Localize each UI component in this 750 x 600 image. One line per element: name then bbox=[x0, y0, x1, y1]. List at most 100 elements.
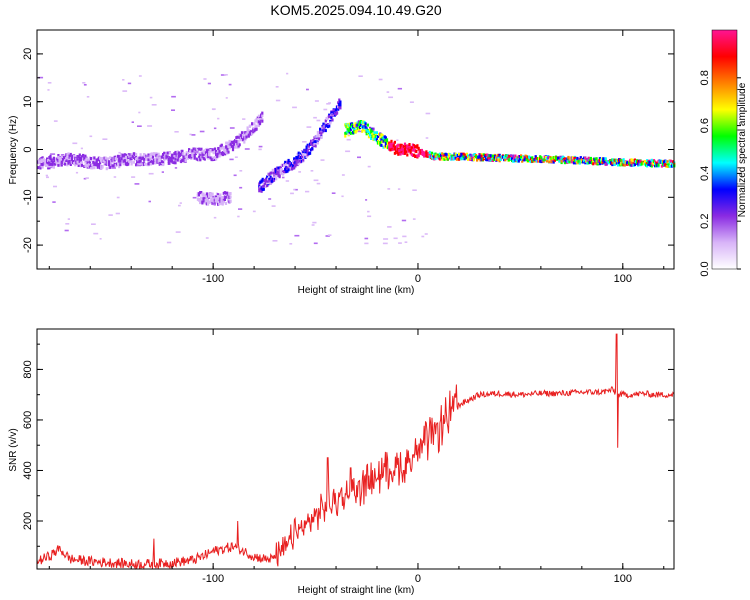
spectrogram-cell bbox=[497, 158, 500, 162]
spectrogram-noise-cell bbox=[118, 151, 121, 154]
spectrogram-cell bbox=[221, 151, 224, 154]
spectrogram-cell bbox=[370, 137, 373, 140]
spectrogram-noise-cell bbox=[242, 118, 246, 120]
spectrogram-cell bbox=[251, 132, 254, 136]
spectrogram-cell bbox=[672, 163, 675, 167]
spectrogram-cell bbox=[578, 157, 581, 161]
spectrogram-cell bbox=[41, 156, 44, 160]
spectrogram-cell bbox=[579, 156, 582, 160]
spectrogram-noise-cell bbox=[145, 155, 150, 157]
figure-title: KOM5.2025.094.10.49.G20 bbox=[270, 2, 441, 18]
spectrogram-cell bbox=[387, 142, 390, 146]
spectrogram-cell bbox=[203, 197, 206, 200]
spectrogram-cell bbox=[168, 151, 171, 155]
spectrogram-cell bbox=[575, 158, 578, 162]
spectrogram-cell bbox=[280, 168, 283, 171]
spectrogram-noise-cell bbox=[388, 96, 394, 99]
spectrogram-cell bbox=[552, 160, 555, 164]
spectrogram-cell bbox=[630, 161, 633, 165]
spectrogram-cell bbox=[370, 130, 373, 134]
spectrogram-cell bbox=[598, 162, 601, 166]
spectrogram-cell bbox=[514, 154, 517, 158]
spectrogram-cell bbox=[259, 187, 262, 191]
spectrogram-cell bbox=[117, 154, 120, 158]
spectrogram-cell bbox=[49, 154, 52, 158]
spectrogram-cell bbox=[516, 156, 519, 160]
spectrogram-noise-cell bbox=[378, 78, 383, 81]
spectrogram-cell bbox=[224, 191, 228, 195]
spectrogram-cell bbox=[476, 158, 479, 162]
spectrogram-noise-cell bbox=[357, 156, 361, 159]
spectrogram-cell bbox=[224, 152, 227, 156]
spectrogram-cell bbox=[277, 166, 280, 170]
spectrogram-noise-cell bbox=[326, 103, 331, 105]
spectrogram-noise-cell bbox=[223, 74, 228, 76]
spectrogram-cell bbox=[367, 135, 371, 139]
spectrogram-cell bbox=[229, 145, 232, 149]
spectrogram-cell bbox=[64, 156, 67, 160]
spectrogram-cell bbox=[369, 133, 372, 137]
spectrogram-cell bbox=[74, 161, 77, 165]
spectrogram-noise-cell bbox=[290, 192, 294, 195]
spectrogram-cell bbox=[227, 198, 230, 202]
spectrogram-cell bbox=[348, 131, 351, 135]
spectrogram-cell bbox=[319, 131, 322, 134]
spectrogram-noise-cell bbox=[398, 242, 402, 244]
spectrogram-cell bbox=[42, 161, 45, 165]
spectrogram-cell bbox=[78, 159, 81, 163]
spectrogram-cell bbox=[262, 187, 265, 191]
spectrogram-cell bbox=[153, 160, 156, 164]
spectrogram-cell bbox=[210, 200, 213, 204]
spectrogram-noise-cell bbox=[292, 106, 297, 109]
spectrogram-cell bbox=[578, 161, 581, 165]
spectrogram-cell bbox=[105, 160, 108, 164]
spectrogram-cell bbox=[578, 159, 581, 163]
spectrogram-cell bbox=[263, 182, 266, 186]
spectrogram-cell bbox=[299, 152, 303, 156]
spectrogram-cell bbox=[618, 161, 621, 165]
spectrogram-cell bbox=[512, 154, 515, 158]
spectrogram-cell bbox=[373, 131, 376, 135]
spectrogram-cell bbox=[348, 122, 351, 126]
spectrogram-cell bbox=[165, 156, 168, 160]
spectrogram-cell bbox=[323, 128, 326, 132]
spectrogram-cell bbox=[74, 156, 77, 160]
spectrogram-noise-cell bbox=[357, 130, 362, 133]
spectrogram-cell bbox=[122, 162, 125, 166]
spectrogram-noise-cell bbox=[82, 82, 86, 84]
spectrogram-cell bbox=[167, 160, 170, 163]
spectrogram-cell bbox=[51, 163, 54, 167]
spectrogram-cell bbox=[80, 155, 84, 159]
spectrogram-cell bbox=[268, 180, 271, 184]
spectrogram-cell bbox=[607, 161, 610, 165]
spectrogram-noise-cell bbox=[55, 162, 59, 165]
spectrogram-cell bbox=[361, 129, 364, 133]
spectrogram-cell bbox=[417, 146, 420, 150]
spectrogram-cell bbox=[183, 159, 186, 163]
snr-panel: -100 0 100 200 400 600 800 Height of straight … bbox=[8, 328, 675, 596]
spectrogram-cell bbox=[218, 149, 221, 153]
spectrogram-cell bbox=[394, 145, 398, 149]
spectrogram-noise-cell bbox=[311, 224, 315, 226]
spectrogram-cell bbox=[310, 148, 313, 152]
spectrogram-noise-cell bbox=[115, 212, 120, 215]
spectrogram-noise-cell bbox=[285, 180, 290, 182]
snr-y-tick-label: 600 bbox=[22, 411, 34, 429]
spectrogram-cell bbox=[355, 129, 358, 133]
spectrogram-cell bbox=[314, 144, 317, 148]
spectrogram-cell bbox=[233, 143, 236, 147]
spectrogram-cell bbox=[378, 132, 381, 136]
spectrogram-cell bbox=[272, 178, 276, 182]
spectrogram-cell bbox=[337, 101, 340, 105]
spectrogram-cell bbox=[310, 142, 313, 145]
spectrogram-cell bbox=[121, 153, 124, 157]
spectrogram-cell bbox=[74, 163, 77, 167]
snr-x-axis-label: Height of straight line (km) bbox=[298, 585, 415, 596]
spectrogram-cell bbox=[47, 161, 50, 165]
spectrogram-cell bbox=[42, 159, 45, 163]
spectrogram-cell bbox=[68, 160, 71, 163]
spectrogram-cell bbox=[71, 159, 75, 163]
spectrogram-noise-cell bbox=[229, 158, 234, 161]
spectrogram-noise-cell bbox=[53, 185, 58, 188]
spectrogram-noise-cell bbox=[220, 74, 226, 76]
